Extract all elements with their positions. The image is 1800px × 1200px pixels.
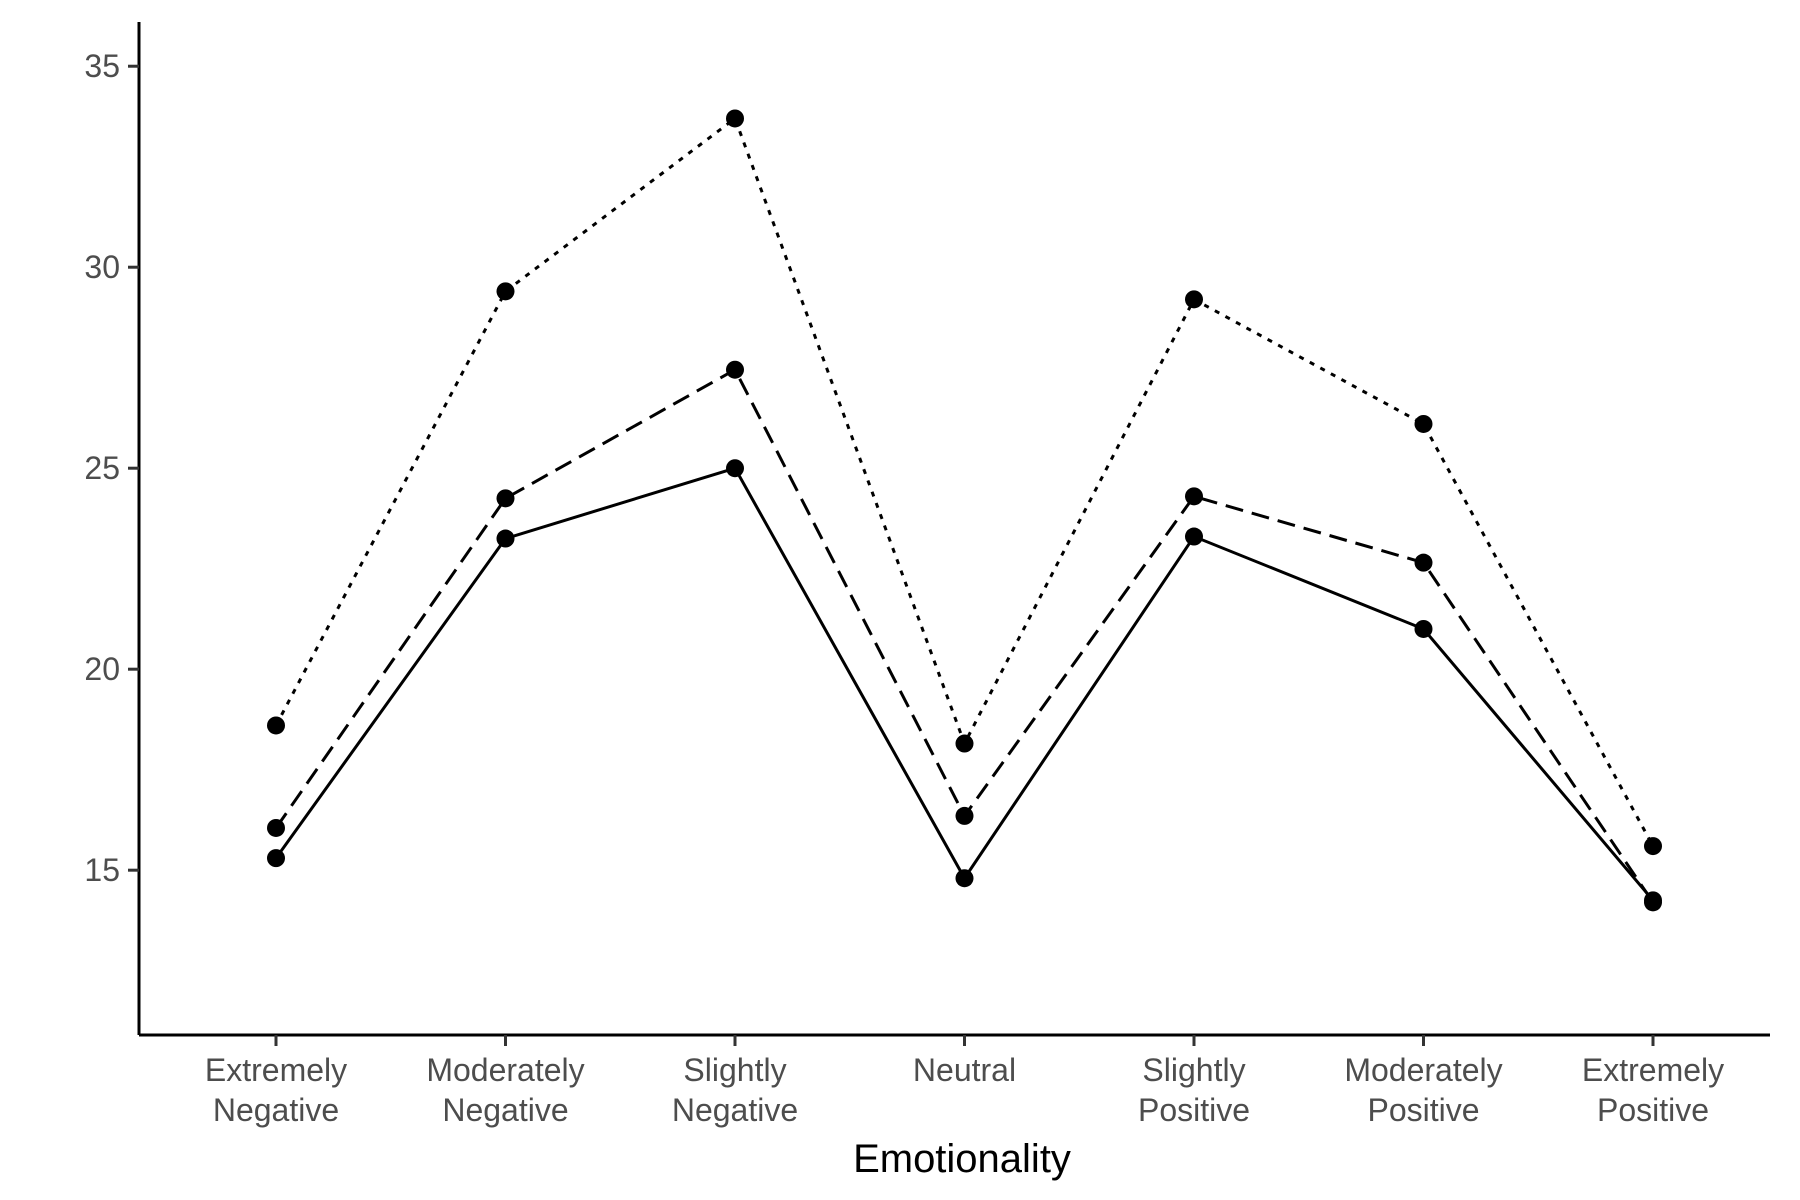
- data-point: [955, 734, 974, 753]
- x-tick-label-line: Positive: [1597, 1092, 1709, 1128]
- data-point: [267, 849, 285, 868]
- data-point: [726, 360, 744, 379]
- y-tick-label: 35: [84, 48, 120, 84]
- data-point: [955, 869, 974, 888]
- x-tick-label: Neutral: [913, 1052, 1016, 1088]
- x-tick-label-line: Negative: [672, 1092, 798, 1128]
- y-tick-label: 20: [84, 651, 120, 687]
- data-point: [267, 818, 285, 837]
- y-tick-label: 25: [84, 450, 120, 486]
- series-layer: [274, 116, 1655, 904]
- x-tick-label: Extremely Negative: [205, 1052, 347, 1128]
- y-axis-ticks: 15 20 25 30 35: [84, 48, 139, 888]
- x-tick-label-line: Extremely: [205, 1052, 347, 1088]
- x-axis-title: Emotionality: [853, 1137, 1071, 1181]
- data-point: [726, 109, 744, 128]
- x-tick-label: Moderately Negative: [426, 1052, 584, 1128]
- x-tick-label-line: Positive: [1367, 1092, 1479, 1128]
- x-tick-label-line: Neutral: [913, 1052, 1016, 1088]
- x-tick-label-line: Slightly: [683, 1052, 786, 1088]
- points-layer: [267, 109, 1662, 912]
- data-point: [1185, 527, 1203, 546]
- x-tick-label-line: Slightly: [1142, 1052, 1245, 1088]
- data-point: [496, 282, 515, 301]
- data-point: [955, 806, 974, 825]
- data-point: [496, 529, 515, 548]
- x-tick-label-line: Negative: [213, 1092, 339, 1128]
- data-point: [1185, 487, 1203, 506]
- y-tick-label: 30: [84, 249, 120, 285]
- x-tick-label-line: Negative: [442, 1092, 568, 1128]
- x-tick-label: Extremely Positive: [1582, 1052, 1724, 1128]
- y-tick-label: 15: [84, 852, 120, 888]
- data-point: [496, 489, 515, 508]
- data-point: [1644, 893, 1662, 912]
- x-tick-label-line: Moderately: [426, 1052, 584, 1088]
- data-point: [1185, 290, 1203, 309]
- data-point: [1414, 553, 1433, 572]
- x-tick-label: Slightly Negative: [672, 1052, 798, 1128]
- x-tick-label-line: Positive: [1138, 1092, 1250, 1128]
- data-point: [267, 716, 285, 735]
- data-point: [1644, 837, 1662, 856]
- data-point: [1414, 414, 1433, 433]
- x-tick-label: Moderately Positive: [1344, 1052, 1502, 1128]
- data-point: [726, 459, 744, 478]
- x-tick-label-line: Extremely: [1582, 1052, 1724, 1088]
- x-tick-label: Slightly Positive: [1138, 1052, 1250, 1128]
- data-point: [1414, 619, 1433, 638]
- x-tick-label-line: Moderately: [1344, 1052, 1502, 1088]
